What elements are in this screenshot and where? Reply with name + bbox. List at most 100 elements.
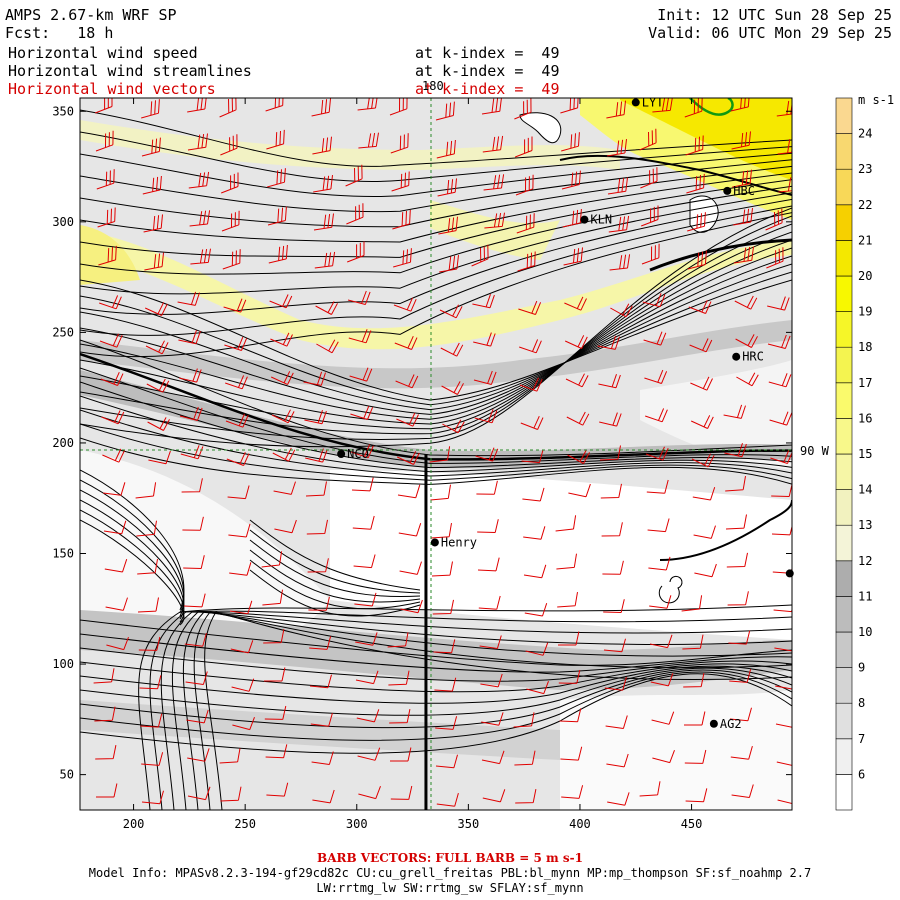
station-marker	[785, 569, 794, 578]
wind-barb	[311, 98, 331, 117]
wind-barb	[436, 792, 459, 807]
wind-barb	[609, 254, 631, 271]
wind-barb	[141, 752, 164, 766]
wind-barb	[221, 172, 239, 194]
wind-barb	[435, 716, 458, 730]
wind-barb	[345, 164, 363, 187]
wind-barb	[179, 368, 202, 383]
x-tick-label: 250	[234, 817, 256, 831]
wind-barb	[731, 784, 754, 798]
wind-barb	[684, 749, 707, 764]
wind-barb	[734, 295, 758, 310]
station-marker	[709, 719, 718, 728]
wind-barb	[436, 139, 456, 159]
streamline	[80, 223, 792, 435]
wind-barb	[561, 785, 584, 799]
wind-barb	[441, 381, 464, 395]
wind-barb	[472, 294, 495, 309]
wind-barb	[564, 335, 588, 349]
wind-barb	[357, 747, 381, 761]
colorbar-label: 16	[858, 411, 872, 425]
wind-barb	[137, 597, 159, 613]
wind-barb	[231, 678, 255, 692]
wind-barb	[733, 208, 753, 226]
wind-barb	[768, 373, 792, 388]
wind-barb	[309, 674, 332, 689]
wind-barb	[607, 177, 628, 195]
forecast-hour: Fcst: 18 h	[5, 24, 114, 42]
wind-barb	[514, 750, 536, 766]
wind-barb	[228, 523, 251, 538]
wind-barb	[392, 209, 411, 230]
wind-barb	[348, 329, 372, 344]
wind-barb	[219, 98, 237, 118]
wind-barb	[95, 98, 113, 114]
wind-barb	[682, 634, 704, 650]
wind-barb	[431, 561, 453, 577]
wind-barb	[99, 333, 123, 348]
wind-barb	[558, 631, 580, 646]
streamline	[80, 279, 792, 401]
wind-barb	[274, 519, 297, 534]
colorbar-swatch	[835, 774, 853, 811]
wind-barb	[182, 516, 204, 531]
wind-barb	[730, 745, 753, 760]
wind-barb	[725, 476, 746, 492]
wind-barb	[684, 711, 706, 726]
wind-barb	[263, 629, 285, 644]
wind-barb	[224, 336, 248, 351]
streamline	[80, 352, 792, 461]
wind-barb	[145, 340, 169, 355]
streamline	[80, 647, 792, 682]
wind-barb	[645, 408, 668, 423]
wind-barbs	[93, 98, 792, 807]
wind-barb	[230, 640, 254, 654]
wind-barb	[148, 450, 171, 465]
wind-barb	[557, 592, 578, 608]
wind-barb	[185, 671, 208, 685]
wind-barb	[776, 100, 792, 117]
wind-barb	[267, 168, 286, 188]
streamline	[80, 367, 792, 464]
wind-barb	[561, 132, 580, 152]
wind-barb	[476, 480, 498, 495]
wind-barb	[387, 632, 409, 648]
wind-barb	[432, 599, 454, 615]
wind-barb	[606, 100, 626, 119]
wind-barb	[261, 551, 283, 568]
wind-speed-shading	[80, 98, 792, 810]
colorbar-label: 6	[858, 767, 865, 781]
streamline	[160, 611, 792, 810]
wind-barb	[98, 245, 117, 266]
streamline	[659, 499, 792, 561]
wind-barb	[187, 98, 207, 113]
streamline	[80, 131, 792, 182]
station-label: Henry	[441, 535, 477, 549]
colorbar-swatch	[835, 97, 853, 134]
colorbar-label: 11	[858, 589, 872, 603]
wind-barb	[639, 781, 661, 797]
streamline	[204, 611, 792, 810]
wind-barb	[221, 210, 240, 232]
wind-barb	[681, 595, 703, 612]
colorbar-label: 12	[858, 554, 872, 568]
wind-barb	[563, 247, 583, 266]
wind-barb	[396, 451, 420, 465]
streamline	[249, 569, 421, 617]
streamlines	[80, 109, 792, 810]
wind-barb	[688, 299, 712, 314]
wind-barb	[442, 419, 465, 434]
wind-barb	[141, 99, 160, 119]
wind-barb	[652, 750, 675, 764]
colorbar-swatch	[835, 702, 853, 740]
wind-barb	[97, 207, 116, 228]
streamline	[80, 205, 792, 336]
wind-barb	[394, 335, 418, 350]
wind-barb	[143, 214, 163, 233]
wind-barb	[523, 526, 546, 540]
colorbar-label: 19	[858, 305, 872, 319]
wind-barb	[600, 483, 622, 499]
wind-barb	[521, 449, 544, 464]
streamline	[80, 619, 792, 666]
streamline	[80, 231, 792, 430]
